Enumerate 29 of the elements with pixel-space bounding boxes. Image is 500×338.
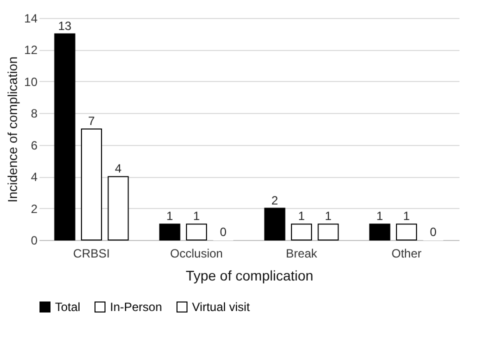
data-label: 1 <box>298 209 306 224</box>
y-tick-label: 0 <box>30 234 38 248</box>
data-label: 7 <box>88 114 96 128</box>
y-tick-label: 14 <box>24 12 38 26</box>
legend-label: Total <box>55 300 80 314</box>
legend-label: Virtual visit <box>192 300 250 314</box>
data-label: 1 <box>166 209 174 224</box>
y-tick-label: 12 <box>24 43 38 58</box>
x-tick-label: Break <box>286 246 318 260</box>
data-label: 13 <box>58 18 72 33</box>
data-label: 1 <box>376 209 384 224</box>
x-tick-label: Other <box>391 246 422 260</box>
y-tick-label: 8 <box>30 106 38 121</box>
data-label: 2 <box>271 193 278 208</box>
x-axis-title: Type of complication <box>186 268 314 284</box>
data-label: 0 <box>220 225 227 239</box>
y-tick-label: 4 <box>30 170 38 184</box>
x-tick-label: Occlusion <box>170 246 223 260</box>
data-label: 4 <box>114 162 122 176</box>
data-label: 1 <box>403 209 410 224</box>
y-tick-label: 2 <box>30 202 38 216</box>
x-tick-label: CRBSI <box>73 246 110 260</box>
y-tick-label: 10 <box>24 74 38 89</box>
data-label: 1 <box>324 209 332 224</box>
data-label: 1 <box>193 209 200 224</box>
y-tick-label: 6 <box>30 138 38 152</box>
data-label: 0 <box>430 225 437 239</box>
y-axis-title: Incidence of complication <box>5 56 20 202</box>
legend-label: In-Person <box>110 300 162 314</box>
